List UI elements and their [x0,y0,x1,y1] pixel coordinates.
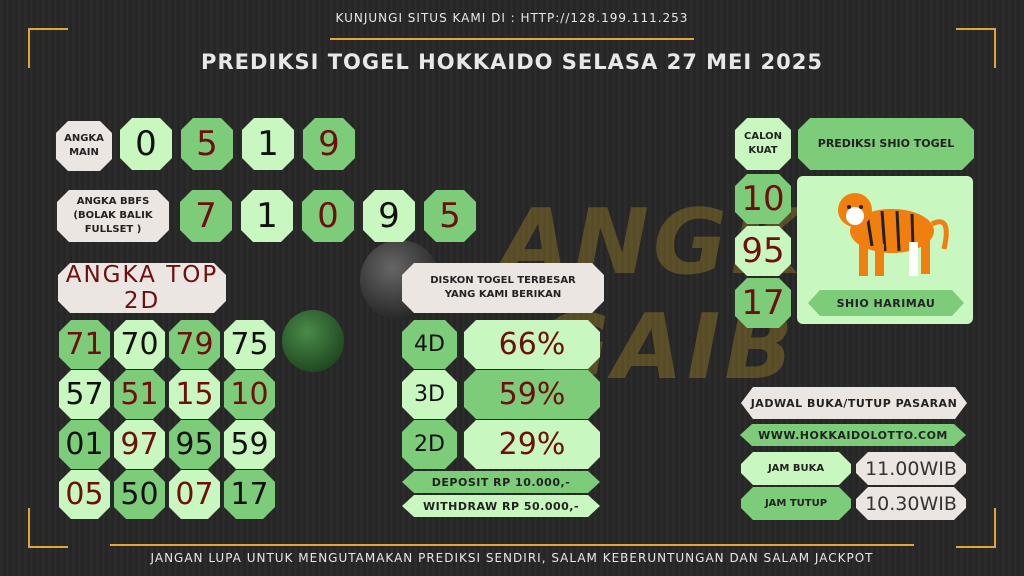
tiger-icon [838,193,949,276]
calon-number: 17 [735,278,791,328]
angka-main-label: ANGKA MAIN [56,121,112,171]
top2d-number: 15 [169,370,220,419]
deposit-info: DEPOSIT RP 10.000,- [402,471,600,493]
billiard-ball-green [282,310,344,372]
jam-buka-value: 11.00WIB [856,452,966,485]
bbfs-digit: 7 [180,190,232,242]
diskon-value: 29% [464,420,600,469]
shio-name: SHIO HARIMAU [808,290,964,316]
top2d-number: 07 [169,470,220,519]
frame-corner [28,508,68,548]
visit-site-text: KUNJUNGI SITUS KAMI DI : HTTP://128.199.… [335,11,689,25]
bbfs-digit: 9 [363,190,415,242]
footer-text: JANGAN LUPA UNTUK MENGUTAMAKAN PREDIKSI … [150,551,874,565]
calon-number: 10 [735,174,791,224]
angka-main-digit: 5 [181,118,233,170]
top2d-number: 50 [114,470,165,519]
bbfs-digit: 1 [241,190,293,242]
frame-corner [28,28,68,68]
angka-main-digit: 0 [120,118,172,170]
top2d-number: 95 [169,420,220,469]
diskon-title: DISKON TOGEL TERBESAR YANG KAMI BERIKAN [402,263,604,313]
shio-title: PREDIKSI SHIO TOGEL [798,118,974,170]
jam-buka-label: JAM BUKA [741,452,851,485]
top2d-number: 79 [169,320,220,369]
top2d-number: 71 [59,320,110,369]
angka-main-digit: 9 [303,118,355,170]
divider [330,38,694,40]
diskon-type: 2D [402,420,457,469]
bbfs-digit: 5 [424,190,476,242]
page-title: PREDIKSI TOGEL HOKKAIDO SELASA 27 MEI 20… [201,50,823,74]
frame-corner [956,28,996,68]
top2d-number: 01 [59,420,110,469]
top2d-number: 97 [114,420,165,469]
top2d-number: 51 [114,370,165,419]
hokkaido-site-link[interactable]: WWW.HOKKAIDOLOTTO.COM [740,424,966,446]
jam-tutup-label: JAM TUTUP [741,487,851,520]
divider [110,544,914,546]
diskon-value: 66% [464,320,600,369]
diskon-type: 3D [402,370,457,419]
bbfs-label: ANGKA BBFS (BOLAK BALIK FULLSET ) [57,190,169,242]
top2d-number: 17 [224,470,275,519]
withdraw-info: WITHDRAW RP 50.000,- [402,495,600,517]
top2d-number: 05 [59,470,110,519]
top2d-number: 70 [114,320,165,369]
top2d-number: 75 [224,320,275,369]
top2d-number: 57 [59,370,110,419]
calon-number: 95 [735,226,791,276]
jadwal-title: JADWAL BUKA/TUTUP PASARAN [741,387,967,419]
diskon-type: 4D [402,320,457,369]
angka-main-digit: 1 [242,118,294,170]
top2d-title: ANGKA TOP 2D [58,263,226,313]
bbfs-digit: 0 [302,190,354,242]
jam-tutup-value: 10.30WIB [856,487,966,520]
calon-kuat-label: CALON KUAT [735,118,791,170]
top2d-number: 59 [224,420,275,469]
frame-corner [956,508,996,548]
diskon-value: 59% [464,370,600,419]
top2d-number: 10 [224,370,275,419]
